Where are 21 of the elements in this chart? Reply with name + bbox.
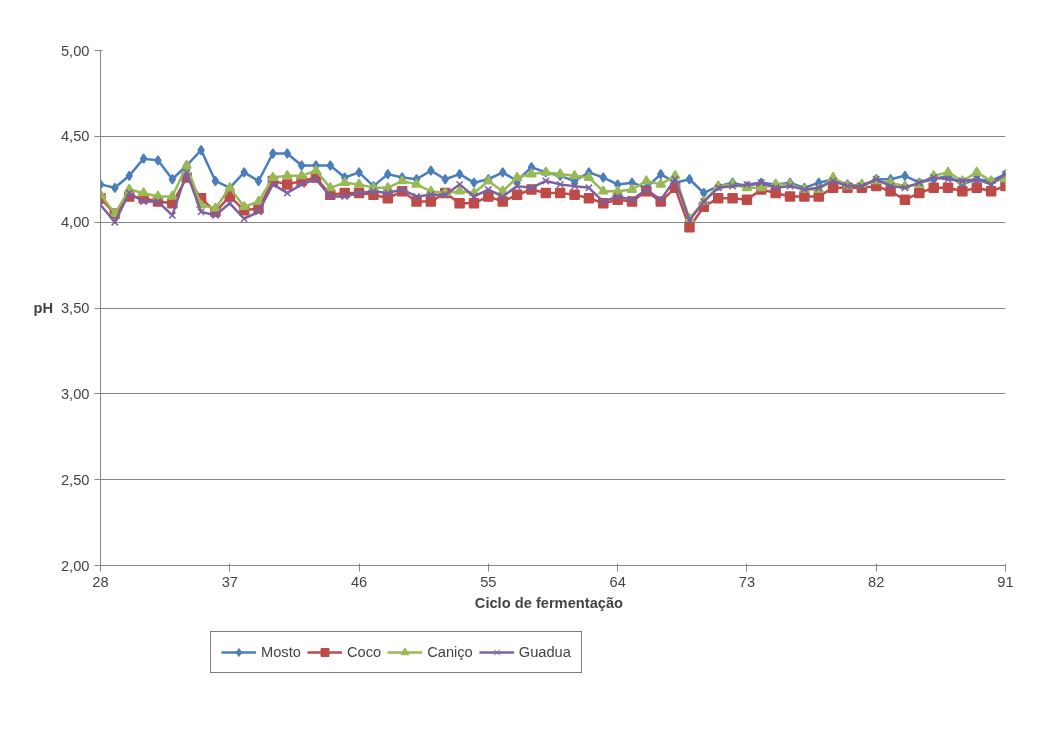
- x-tick-label: 37: [221, 573, 238, 590]
- y-tick-label: 5,00: [60, 42, 90, 59]
- y-tick-label: 3,00: [60, 385, 90, 402]
- y-tick-label: 4,50: [60, 128, 90, 145]
- x-tick-label: 28: [92, 573, 109, 590]
- y-axis-title: pH: [33, 300, 53, 316]
- legend-label: Mosto: [261, 644, 301, 660]
- legend-label: Caniço: [427, 644, 473, 660]
- x-tick-label: 46: [350, 573, 368, 590]
- y-tick-label: 4,00: [60, 214, 90, 231]
- legend-label: Coco: [346, 644, 382, 660]
- legend-label: Guadua: [518, 644, 571, 660]
- x-tick-label: 55: [480, 573, 497, 590]
- x-tick-label: 82: [868, 573, 885, 590]
- x-tick-label: 91: [997, 573, 1014, 590]
- y-tick-label: 3,50: [60, 300, 90, 316]
- x-tick-label: 73: [738, 573, 756, 590]
- y-tick-label: 2,50: [60, 471, 90, 488]
- x-axis-title: Ciclo de fermentação: [474, 594, 624, 611]
- x-tick-label: 64: [609, 573, 626, 590]
- y-tick-label: 2,00: [60, 557, 90, 574]
